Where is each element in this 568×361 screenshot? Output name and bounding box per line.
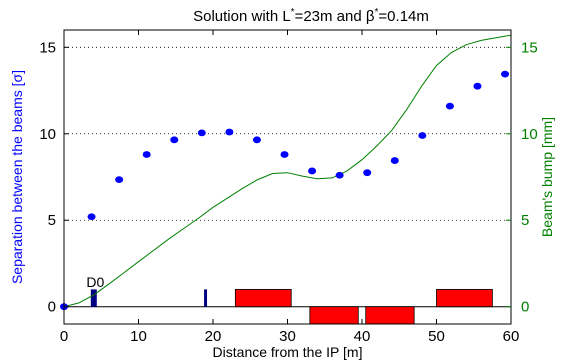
separation-point: [115, 176, 124, 183]
y-left-tick-label: 15: [39, 39, 56, 56]
y-left-tick-label: 5: [48, 212, 56, 229]
separation-point: [363, 169, 372, 177]
separation-point: [142, 151, 151, 158]
magnet-blocks: [90, 289, 493, 325]
d0-block: [204, 289, 208, 307]
separation-point: [170, 136, 179, 144]
separation-point: [252, 136, 261, 144]
d0-block: [90, 289, 97, 307]
x-tick-label: 30: [279, 328, 296, 345]
separation-point: [87, 213, 96, 221]
separation-point: [335, 171, 344, 179]
y-right-tick-label: 15: [521, 39, 538, 56]
separation-point: [501, 70, 510, 78]
magnet-block: [234, 289, 292, 308]
separation-point: [225, 128, 234, 136]
separation-point: [280, 151, 289, 158]
separation-point: [308, 167, 317, 175]
x-tick-label: 60: [503, 328, 520, 345]
magnet-block: [309, 306, 359, 325]
separation-point: [197, 129, 206, 137]
y-axis-right-label: Beam's bump [mm]: [539, 117, 555, 237]
annotation-d0: D0: [86, 274, 104, 290]
bump-curve-line: [63, 34, 512, 308]
y-right-tick-label: 10: [521, 126, 538, 143]
magnet-block: [365, 306, 415, 325]
plot-frame: [63, 29, 512, 325]
separation-point: [473, 82, 482, 90]
separation-point: [418, 132, 427, 139]
chart-title: Solution with L*=23m and β*=0.14m: [193, 7, 429, 25]
separation-point: [390, 157, 399, 164]
y-left-tick-label: 10: [39, 126, 56, 143]
magnet-block: [436, 289, 493, 308]
y-left-tick-label: 0: [48, 299, 56, 316]
x-tick-label: 10: [130, 328, 147, 345]
x-tick-label: 50: [428, 328, 445, 345]
y-axis-left-label: Separation between the beams [σ]: [9, 70, 25, 284]
separation-points: [60, 70, 510, 311]
y-right-tick-label: 5: [521, 212, 529, 229]
y-right-tick-label: 0: [521, 299, 529, 316]
x-axis-label: Distance from the IP [m]: [213, 344, 363, 360]
x-tick-label: 40: [354, 328, 371, 345]
x-tick-label: 20: [205, 328, 222, 345]
x-tick-label: 0: [60, 328, 68, 345]
separation-point: [445, 102, 454, 110]
